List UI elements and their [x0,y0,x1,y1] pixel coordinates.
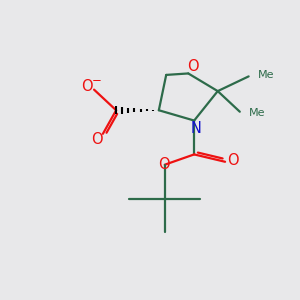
Text: O: O [81,79,92,94]
Text: O: O [158,157,170,172]
Text: O: O [187,59,199,74]
Text: N: N [190,121,201,136]
Text: Me: Me [257,70,274,80]
Text: O: O [227,153,239,168]
Text: O: O [91,132,103,147]
Text: −: − [92,74,102,87]
Text: Me: Me [249,108,265,118]
